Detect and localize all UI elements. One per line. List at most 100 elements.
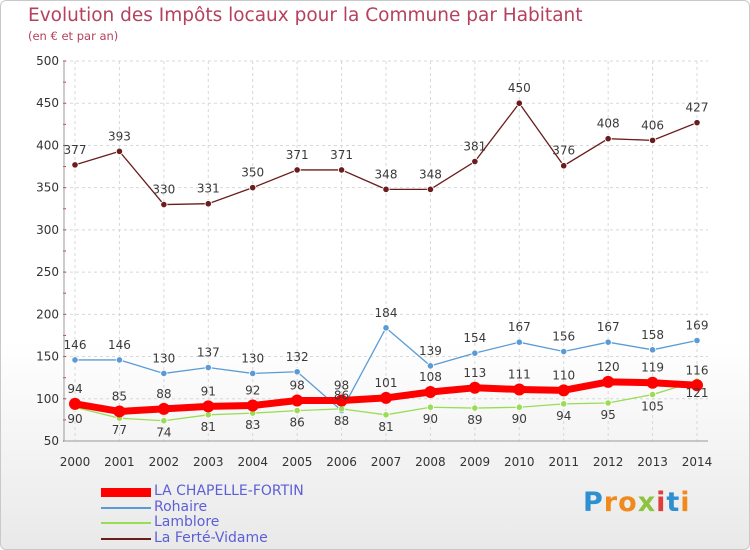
x-tick-label: 2005 bbox=[282, 455, 313, 469]
proxiti-logo: Proxiti bbox=[583, 487, 691, 518]
data-point-la-chapelle-fortin bbox=[335, 394, 348, 407]
data-label-rohaire: 167 bbox=[597, 320, 620, 334]
logo-letter: o bbox=[618, 487, 638, 518]
data-point-rohaire bbox=[604, 338, 612, 346]
data-point-la-fert-vidame bbox=[382, 185, 390, 193]
x-tick-label: 2003 bbox=[193, 455, 224, 469]
y-tick-label: 400 bbox=[36, 138, 59, 152]
data-label-la-fert-vidame: 376 bbox=[552, 144, 575, 158]
data-label-rohaire: 137 bbox=[197, 346, 220, 360]
legend-item-la-fert-vidame: La Ferté-Vidame bbox=[101, 529, 361, 547]
logo-letter: x bbox=[637, 487, 657, 518]
data-label-la-chapelle-fortin: 101 bbox=[375, 376, 398, 390]
data-label-la-fert-vidame: 406 bbox=[641, 118, 664, 132]
data-point-la-fert-vidame bbox=[471, 157, 479, 166]
legend-label: La Ferté-Vidame bbox=[154, 529, 268, 546]
data-label-rohaire: 132 bbox=[286, 350, 309, 364]
legend-label: LA CHAPELLE-FORTIN bbox=[154, 483, 304, 499]
data-label-lamblore: 86 bbox=[290, 416, 305, 430]
data-point-la-fert-vidame bbox=[426, 185, 435, 193]
data-label-lamblore: 83 bbox=[245, 418, 260, 432]
data-label-rohaire: 154 bbox=[463, 331, 486, 345]
data-label-la-chapelle-fortin: 111 bbox=[508, 367, 531, 381]
logo-letter: i bbox=[680, 487, 691, 518]
data-point-rohaire bbox=[382, 324, 390, 332]
data-point-la-fert-vidame bbox=[293, 166, 301, 174]
data-label-lamblore: 88 bbox=[334, 414, 349, 428]
data-point-la-chapelle-fortin bbox=[202, 400, 215, 413]
data-point-la-fert-vidame bbox=[204, 200, 212, 208]
data-label-la-fert-vidame: 330 bbox=[152, 183, 175, 197]
data-label-lamblore: 90 bbox=[423, 412, 438, 426]
logo-letter: t bbox=[666, 487, 681, 518]
x-tick-label: 2000 bbox=[60, 455, 91, 469]
y-tick-label: 100 bbox=[36, 392, 59, 406]
chart-title: Evolution des Impôts locaux pour la Comm… bbox=[28, 5, 583, 26]
data-point-rohaire bbox=[426, 362, 435, 370]
data-point-la-fert-vidame bbox=[71, 161, 79, 169]
y-tick-label: 450 bbox=[36, 96, 59, 110]
legend-swatch bbox=[101, 487, 151, 497]
chart-legend: LA CHAPELLE-FORTIN Rohaire Lamblore La Fert… bbox=[101, 484, 361, 546]
data-label-rohaire: 184 bbox=[375, 306, 398, 320]
data-point-la-fert-vidame bbox=[693, 119, 701, 127]
x-tick-label: 2009 bbox=[460, 455, 491, 469]
data-label-la-chapelle-fortin: 85 bbox=[112, 389, 127, 403]
data-point-rohaire bbox=[293, 368, 301, 376]
data-point-rohaire bbox=[204, 363, 212, 372]
data-point-lamblore bbox=[648, 390, 657, 399]
data-point-rohaire bbox=[471, 349, 479, 357]
data-point-rohaire bbox=[160, 369, 168, 378]
data-label-rohaire: 167 bbox=[508, 320, 531, 334]
data-label-la-fert-vidame: 450 bbox=[508, 81, 531, 95]
data-point-lamblore bbox=[471, 404, 479, 412]
data-point-rohaire bbox=[515, 338, 523, 346]
data-point-la-fert-vidame bbox=[337, 166, 346, 174]
data-label-rohaire: 156 bbox=[552, 329, 575, 343]
legend-swatch bbox=[101, 506, 151, 509]
data-point-rohaire bbox=[648, 346, 657, 354]
data-label-la-fert-vidame: 427 bbox=[686, 101, 709, 115]
x-tick-label: 2014 bbox=[682, 455, 713, 469]
y-tick-label: 200 bbox=[36, 307, 59, 321]
data-point-la-chapelle-fortin bbox=[691, 379, 703, 392]
legend-swatch bbox=[101, 537, 151, 540]
data-label-rohaire: 139 bbox=[419, 344, 442, 358]
data-point-la-chapelle-fortin bbox=[380, 391, 392, 404]
data-label-la-fert-vidame: 393 bbox=[108, 129, 131, 143]
data-label-la-chapelle-fortin: 92 bbox=[245, 384, 260, 398]
data-point-lamblore bbox=[293, 406, 301, 415]
data-point-rohaire bbox=[115, 356, 124, 364]
data-label-la-fert-vidame: 381 bbox=[463, 139, 486, 153]
data-label-la-chapelle-fortin: 120 bbox=[597, 360, 620, 374]
data-point-la-chapelle-fortin bbox=[157, 402, 170, 415]
x-tick-label: 2001 bbox=[104, 455, 135, 469]
data-point-la-chapelle-fortin bbox=[424, 386, 437, 399]
data-label-lamblore: 95 bbox=[601, 408, 616, 422]
data-label-la-chapelle-fortin: 108 bbox=[419, 370, 442, 384]
data-point-lamblore bbox=[604, 399, 612, 407]
data-label-la-fert-vidame: 331 bbox=[197, 182, 220, 196]
data-point-la-chapelle-fortin bbox=[246, 399, 259, 412]
data-label-la-fert-vidame: 348 bbox=[375, 167, 398, 181]
y-tick-label: 150 bbox=[36, 350, 59, 364]
data-point-la-chapelle-fortin bbox=[513, 383, 526, 396]
data-point-la-chapelle-fortin bbox=[69, 397, 81, 410]
data-label-lamblore: 94 bbox=[556, 409, 571, 423]
data-label-la-chapelle-fortin: 91 bbox=[201, 384, 216, 398]
y-tick-label: 50 bbox=[44, 434, 59, 448]
data-point-lamblore bbox=[560, 400, 568, 408]
data-label-rohaire: 130 bbox=[241, 351, 264, 365]
chart-subtitle: (en € et par an) bbox=[28, 29, 119, 43]
x-tick-label: 2012 bbox=[593, 455, 624, 469]
legend-item-lamblore: Lamblore bbox=[101, 515, 361, 531]
data-label-la-chapelle-fortin: 98 bbox=[334, 378, 349, 392]
data-point-rohaire bbox=[560, 347, 568, 356]
x-tick-label: 2008 bbox=[415, 455, 446, 469]
data-label-rohaire: 169 bbox=[686, 319, 709, 333]
data-label-la-fert-vidame: 371 bbox=[286, 148, 309, 162]
data-point-la-chapelle-fortin bbox=[113, 405, 126, 418]
data-label-lamblore: 81 bbox=[201, 420, 216, 434]
data-point-la-fert-vidame bbox=[515, 99, 523, 107]
